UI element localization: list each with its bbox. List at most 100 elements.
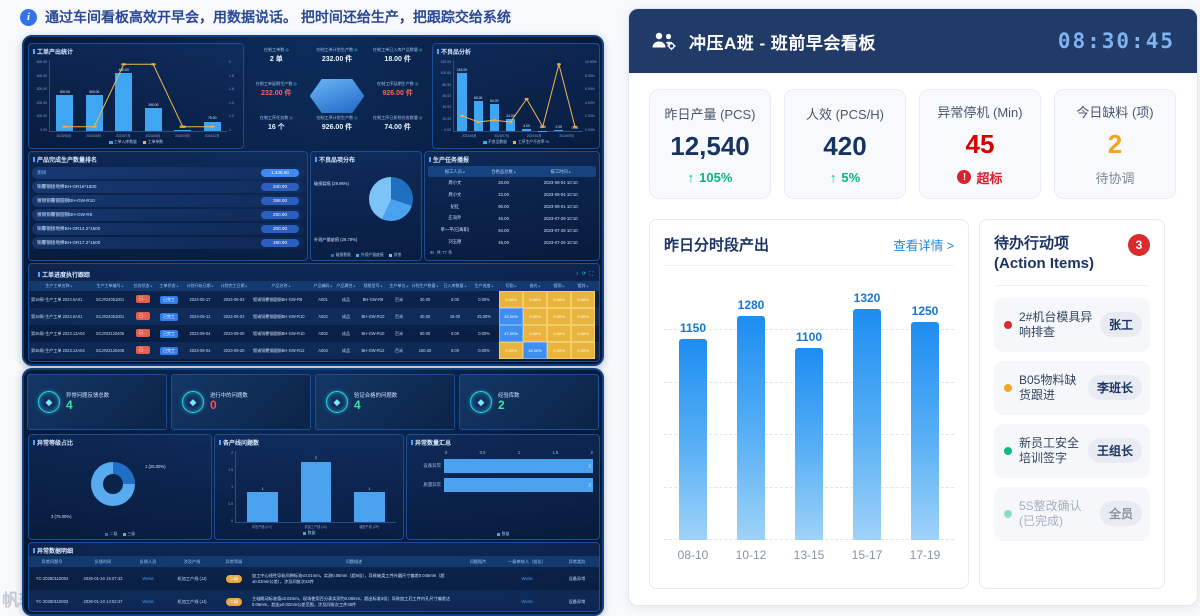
y-tick: 0 [231, 519, 233, 523]
wip-kpi-value: 2 单 [269, 56, 283, 64]
cell: 庄海乔 [448, 215, 462, 221]
process-progress-cell: 0.00% [523, 325, 547, 342]
panel-title: 异常等级占比 [29, 435, 211, 448]
action-item[interactable]: 5S整改确认(已完成) 全员 [994, 486, 1150, 541]
bar [473, 100, 483, 131]
process-progress-cell: 0.00% [547, 291, 571, 308]
wip-kpi-value: 74.00 件 [384, 124, 411, 132]
bar-slot: 60.00 [470, 60, 486, 131]
column-header: 计划完工日期 [217, 283, 251, 289]
product-code: A002 [318, 331, 328, 336]
kpi-label: 经验库数 [498, 393, 520, 400]
defect-pie-graphic [369, 177, 413, 221]
product-qty: 180.00 [261, 238, 299, 247]
level: 二级 [219, 574, 249, 583]
bar-value-label: 54.00 [490, 98, 499, 103]
process-progress-cell: 0.00% [571, 325, 595, 342]
bar [300, 461, 332, 522]
ranking-row: 铜覆钢接地棒BH-GR16*1500 340.00 [32, 180, 304, 193]
issue-description: 主轴跳动标准值≤0.02mm，现场使用百分表实测为0.08mm，超出标准3倍；导… [252, 595, 451, 607]
order-code: SCJ#23120406 [95, 331, 125, 336]
legend-item: 工单单数 [142, 140, 163, 145]
product-name: 铜覆钢接地棒BH-GR14.2*1500 [37, 225, 101, 231]
status-dot-icon: ◎ [285, 47, 289, 52]
x-label: 2023/07月 [494, 134, 510, 138]
panel-title: 工单进度执行跟踪 [34, 267, 94, 280]
stored-qty: 0.00 [451, 297, 459, 302]
cell: 2023-07-28 10:10 [543, 227, 578, 233]
plan-qty: 100.00 [418, 348, 432, 353]
y2-axis: 2 1.8 1.6 1.4 1.2 1 [227, 60, 240, 132]
bar-value-label: 2 [315, 456, 317, 461]
kpi-sub-text: 待协调 [1095, 170, 1135, 186]
kpi-label: 进行中的问题数 [210, 393, 248, 400]
order-status: 已完工 [155, 312, 183, 321]
y-tick: 60.00 [442, 93, 452, 98]
y2-tick: 1.8 [229, 73, 234, 78]
bar [521, 129, 532, 131]
workorder-output-chart: 500.00 400.00 300.00 200.00 100.00 0.00 300.00… [29, 57, 243, 148]
y2-tick: 4.00% [585, 100, 595, 105]
donut-callout: 3 (75.00%) [51, 514, 72, 519]
table-row: 单一平(已离职) 94.00 2023-07-28 10:10 [428, 224, 596, 236]
cell: 2023-08-04 10:10 [543, 180, 578, 186]
order-status-pill: 已完工 [160, 312, 178, 321]
panel-title: 异常数据明细 [29, 543, 599, 556]
wip-kpi-grid: 在制工单数◎ 2 单 在制工单计划生产数◎ 232.00 件 在制工单已入库产品数量◎ 1… [246, 45, 428, 147]
cell: 20.00 [498, 180, 509, 186]
y-tick: 400.00 [36, 73, 47, 78]
status-dot-icon [1004, 446, 1012, 455]
ranking-row: 测试 1,338.00 [32, 166, 304, 179]
stored-qty: 0.00 [451, 331, 459, 336]
bar-value-label: 300.00 [89, 89, 100, 94]
task-status: 已… [131, 329, 155, 338]
wip-kpi-value: 16 个 [267, 124, 285, 132]
action-item[interactable]: B05物料缺货跟进 李班长 [994, 360, 1150, 415]
plan-qty: 40.00 [419, 314, 431, 319]
abnormal-summary-chart: 0 0.5 1 1.5 2 设备异常 2 质量异常 2 数量 [407, 448, 599, 539]
wip-kpi: 在制工序任务数◎ 16 个 [246, 113, 307, 147]
bar-slot: 1250 [896, 278, 954, 540]
bar-slot: 2 [289, 451, 342, 522]
process-progress-cell: 0.00% [547, 342, 571, 359]
table-row: 刘玉德 45.00 2023-07-26 10:10 [428, 236, 596, 248]
bar-value-label: 1100 [795, 329, 823, 344]
y2-axis: 10.00% 8.00% 6.00% 4.00% 2.00% 0.00% [583, 60, 597, 132]
assignee-tag: 李班长 [1087, 375, 1142, 400]
action-item[interactable]: 2#机台模具异响排查 张工 [994, 297, 1150, 352]
tracking-row: 第36周-生产工单 2023.12A04 SCJ#23120406 已… 已完工 202… [29, 325, 599, 342]
wip-kpi: 在制工单已入库产品数量◎ 18.00 件 [367, 45, 428, 79]
kpi-sub-text: 超标 [976, 170, 1003, 186]
status-dot-icon: ◎ [289, 115, 293, 120]
process-progress-cell: 0.00% [499, 342, 523, 359]
x-label: 13-15 [793, 548, 825, 562]
kpi-card: 异常停机 (Min) 45! 超标 [919, 89, 1041, 199]
tracking-rows: 第18周-生产工单 2024.5A01 SCJ#24051001 已… 已完工 2024… [29, 291, 599, 359]
bar-value-label: 1 [261, 486, 264, 491]
up-arrow-icon: ↑ [829, 169, 837, 185]
bar-slot: 300.00 [80, 60, 110, 131]
kpi-sub: ! 超标 [957, 168, 1003, 187]
cell: 周小文 [448, 191, 462, 197]
bar-value-label: 1250 [911, 303, 939, 318]
plan-end-date: 2024-06-03 [223, 297, 245, 302]
bar [853, 309, 881, 540]
status-dot-icon: ◎ [418, 115, 423, 120]
unit: 百米 [394, 347, 404, 353]
abnormal-dashboard-thumbnail[interactable]: ◆ 异常问题反馈总数 4 ◆ 进行中的问题数 0 ◆ 验证合格的问题数 4 ◆ 经验库数 2 异常等级… [22, 368, 604, 616]
view-details-link[interactable]: 查看详情 > [893, 239, 954, 253]
plan-qty: 80.00 [419, 331, 431, 336]
bar-value: 2 [588, 463, 591, 469]
y2-tick: 8.00% [585, 73, 595, 78]
action-items-list: 2#机台模具异响排查 张工 B05物料缺货跟进 李班长 新员工安全培训签字 王组长 5S整改… [994, 297, 1150, 541]
production-dashboard-thumbnail[interactable]: 工单产出统计 500.00 400.00 300.00 200.00 100.00 0.0… [22, 35, 604, 366]
progress: 0.00% [478, 348, 490, 353]
x-tick: 0.5 [479, 450, 486, 455]
action-item[interactable]: 新员工安全培训签字 王组长 [994, 423, 1150, 478]
kpi-card: 今日缺料 (项) 2 待协调 [1054, 89, 1176, 199]
task-status-pill: 已… [136, 329, 150, 337]
panel-title: 产品完成生产数量排名 [29, 152, 307, 165]
legend: 破损裂痕 外观产量疵痕 其他 [311, 253, 421, 258]
kpi-card: 人效 (PCS/H) 420 ↑ 5% [784, 89, 906, 199]
